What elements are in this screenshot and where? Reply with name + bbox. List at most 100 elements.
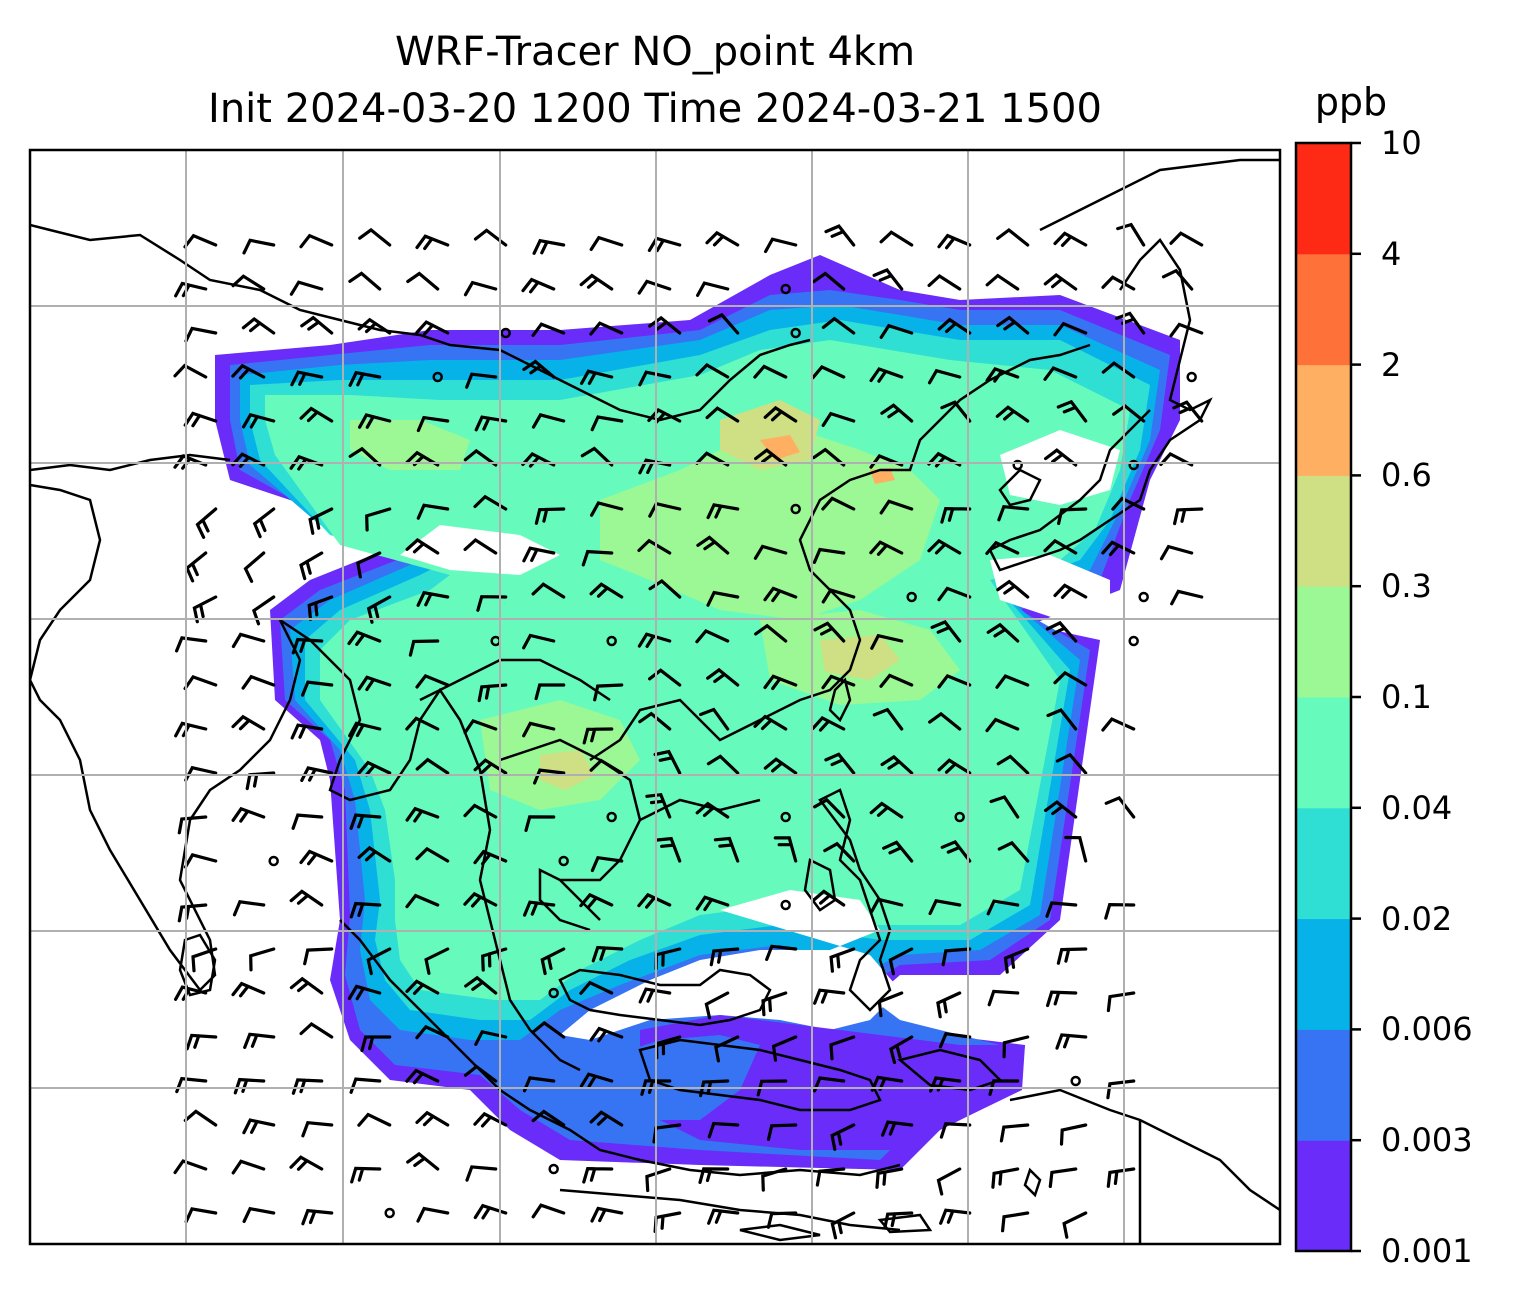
wind-barb xyxy=(533,768,566,785)
wind-barb xyxy=(812,447,846,467)
wind-barb xyxy=(713,836,740,863)
wind-barb xyxy=(638,987,672,1004)
wind-barb xyxy=(869,540,904,556)
wind-barb xyxy=(927,368,962,385)
wind-barb xyxy=(415,234,450,251)
map-frame xyxy=(28,148,1282,1246)
calm-wind-marker xyxy=(606,811,617,823)
wind-barb xyxy=(1045,620,1078,643)
wind-barb xyxy=(405,716,440,731)
wind-barb xyxy=(416,590,450,607)
wind-barb xyxy=(1053,231,1088,247)
wind-barb xyxy=(823,841,856,863)
wind-barb xyxy=(763,674,798,691)
wind-barb xyxy=(648,315,682,335)
wind-barb xyxy=(173,1159,208,1175)
wind-barb xyxy=(1169,322,1204,338)
wind-barb xyxy=(999,1123,1030,1143)
wind-barb xyxy=(936,1167,962,1196)
wind-barb xyxy=(473,849,508,866)
wind-barb xyxy=(813,1076,846,1093)
wind-barb xyxy=(301,1120,334,1138)
wind-barb xyxy=(1101,540,1136,557)
calm-wind-marker xyxy=(790,503,801,515)
wind-barb xyxy=(463,718,498,735)
wind-barb xyxy=(522,546,556,563)
wind-barb xyxy=(185,551,208,583)
wind-barb xyxy=(761,991,788,1017)
wind-barb xyxy=(1055,752,1088,775)
wind-barb xyxy=(589,758,624,775)
wind-barb xyxy=(991,1167,1020,1189)
wind-barb xyxy=(1159,544,1194,561)
wind-barb xyxy=(821,674,856,690)
calm-wind-marker xyxy=(558,855,569,867)
wind-barb xyxy=(531,1109,566,1127)
wind-barb xyxy=(937,317,972,335)
calm-wind-marker xyxy=(1070,1075,1081,1087)
wind-barb xyxy=(986,899,1020,916)
wind-barb xyxy=(648,668,682,687)
wind-barb xyxy=(301,1208,334,1226)
map-content xyxy=(30,158,1280,1244)
colorbar-segment xyxy=(1296,1140,1351,1252)
wind-barb xyxy=(695,629,730,644)
colorbar xyxy=(1296,141,1361,1253)
wind-barb xyxy=(824,224,856,247)
wind-barb xyxy=(881,1120,914,1137)
wind-barb xyxy=(754,623,788,643)
wind-barb xyxy=(184,326,218,343)
wind-barb xyxy=(289,976,324,995)
wind-barb xyxy=(640,1079,672,1096)
wind-barb xyxy=(357,675,392,692)
wind-barb xyxy=(821,316,856,335)
wind-barb xyxy=(995,674,1030,689)
wind-barb xyxy=(996,227,1030,247)
wind-barb xyxy=(763,757,798,775)
wind-barb xyxy=(1053,583,1088,599)
wind-barb xyxy=(522,359,556,379)
wind-barb xyxy=(1048,1167,1078,1188)
wind-barb xyxy=(347,630,382,646)
wind-barb xyxy=(579,1072,614,1088)
wind-barb xyxy=(582,727,614,745)
wind-barb xyxy=(821,496,856,511)
wind-barb xyxy=(937,586,972,602)
wind-barb xyxy=(1044,800,1078,819)
wind-barb xyxy=(590,855,624,873)
wind-barb xyxy=(522,721,556,738)
wind-barb xyxy=(696,535,730,555)
wind-barb xyxy=(872,268,904,291)
wind-barb xyxy=(405,893,440,909)
colorbar-segment xyxy=(1296,475,1351,587)
wind-barb xyxy=(290,723,324,740)
wind-barb xyxy=(531,1020,566,1039)
wind-barb xyxy=(290,370,324,387)
calm-wind-marker xyxy=(548,987,559,999)
wind-barb xyxy=(358,227,392,247)
wind-barb xyxy=(175,636,208,653)
wind-barb xyxy=(415,320,450,336)
wind-barb xyxy=(289,280,324,296)
calm-wind-marker xyxy=(790,327,801,339)
colorbar-tick-label: 0.001 xyxy=(1381,1232,1473,1270)
wind-barb xyxy=(1104,795,1136,819)
wind-barb xyxy=(463,280,498,297)
wind-barb xyxy=(940,506,972,524)
wind-barb xyxy=(473,494,508,511)
wind-barb xyxy=(291,637,324,655)
wind-barb xyxy=(698,1167,730,1184)
wind-barb xyxy=(706,667,740,687)
calm-wind-marker xyxy=(432,371,443,383)
wind-barb xyxy=(1002,1035,1030,1059)
wind-barb xyxy=(1062,1211,1088,1239)
wind-barb xyxy=(357,317,392,335)
wind-barb xyxy=(291,1078,324,1095)
wind-barb xyxy=(299,233,334,249)
wind-barb xyxy=(579,273,614,291)
colorbar-segment xyxy=(1296,253,1351,366)
wind-barb xyxy=(638,711,672,731)
wind-barb xyxy=(829,947,856,973)
wind-barb xyxy=(589,1110,624,1127)
wind-barb xyxy=(645,1167,672,1193)
